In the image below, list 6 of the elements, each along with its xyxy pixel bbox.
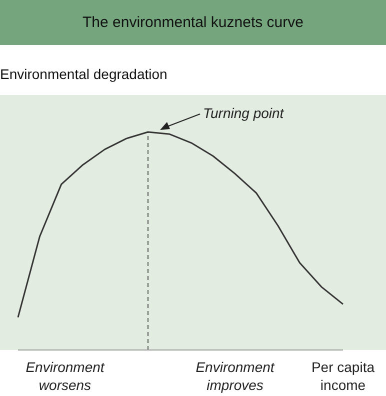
text: Environment worsens — [24, 358, 106, 394]
chart-title: The environmental kuznets curve — [0, 0, 386, 45]
x-axis-title: Per capita income — [310, 358, 376, 394]
text: Turning point — [203, 104, 284, 122]
text: Environment improves — [194, 358, 276, 394]
y-axis-title: Environmental degradation — [0, 66, 168, 82]
